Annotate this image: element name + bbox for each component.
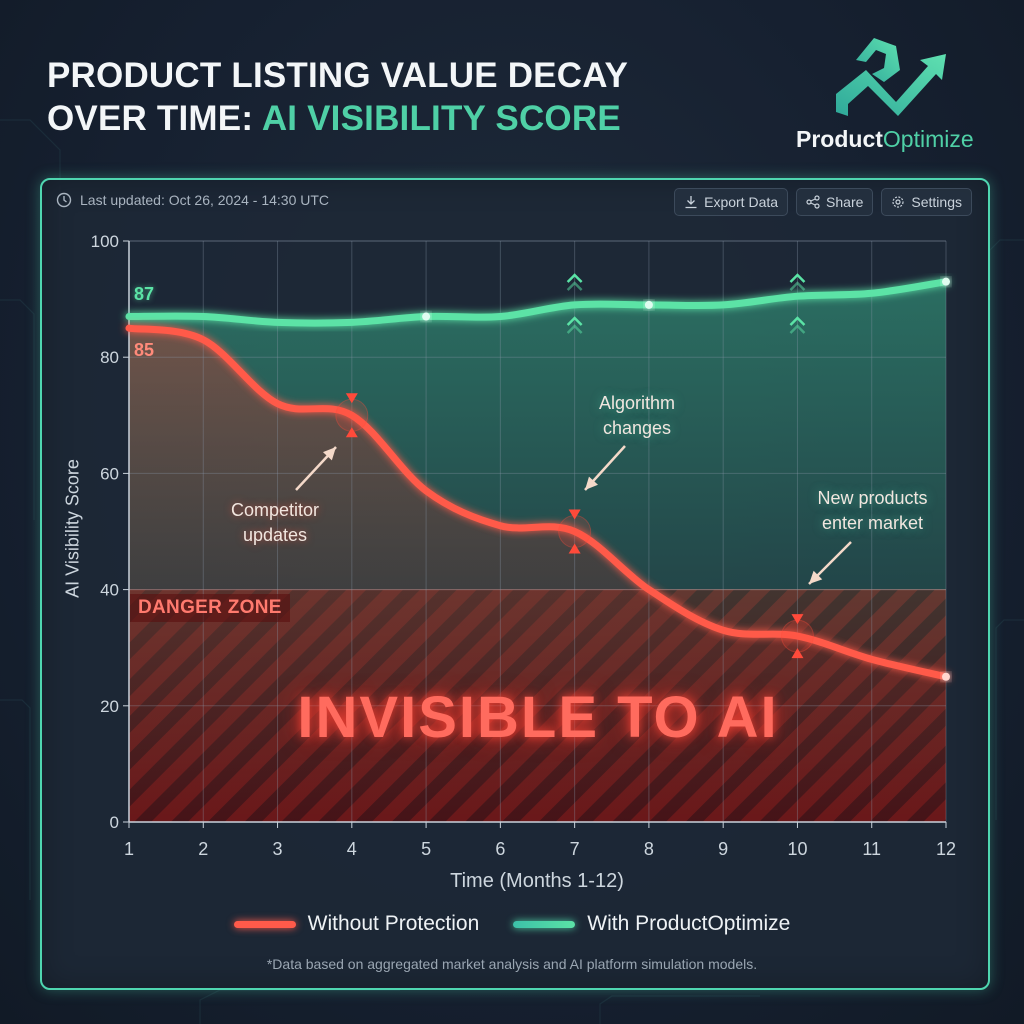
chart-arrow-up-logo-icon	[836, 38, 946, 116]
x-tick-label: 12	[936, 839, 956, 859]
sparkle-marker	[422, 312, 431, 321]
legend-swatch-green	[513, 920, 576, 928]
up-chevron-icon	[566, 273, 583, 283]
x-axis-label: Time (Months 1-12)	[450, 870, 624, 892]
page-title: PRODUCT LISTING VALUE DECAY OVER TIME: A…	[47, 54, 628, 140]
legend-swatch-red	[233, 920, 296, 928]
annotation-new-products: New products enter market	[817, 488, 928, 533]
legend-item-without-protection[interactable]: Without Protection	[233, 912, 479, 936]
event-marker	[335, 398, 369, 432]
x-tick-label: 7	[570, 839, 580, 859]
clock-icon	[56, 192, 72, 208]
toolbar-actions: Export Data Share Settings	[674, 188, 972, 216]
y-tick-label: 80	[100, 348, 119, 367]
last-updated: Last updated: Oct 26, 2024 - 14:30 UTC	[56, 192, 329, 208]
line-with-productoptimize	[125, 278, 950, 327]
y-tick-label: 100	[91, 232, 119, 251]
y-axis-label: AI Visibility Score	[62, 459, 83, 598]
x-tick-label: 3	[273, 839, 283, 859]
sparkle-marker	[942, 277, 950, 286]
share-icon	[806, 195, 820, 209]
y-tick-label: 60	[100, 464, 119, 483]
legend: Without Protection With ProductOptimize	[0, 912, 1024, 936]
annotation-competitor-updates: Competitor updates	[230, 500, 320, 545]
settings-button[interactable]: Settings	[881, 188, 972, 216]
gear-icon	[892, 196, 905, 208]
x-tick-label: 8	[644, 839, 654, 859]
title-line-1: PRODUCT LISTING VALUE DECAY	[47, 56, 629, 95]
event-marker	[558, 515, 592, 548]
x-tick-label: 11	[862, 839, 881, 859]
brand-logo: ProductOptimize	[796, 24, 986, 164]
brand-name: ProductOptimize	[796, 126, 974, 152]
title-line-2: OVER TIME: AI VISIBILITY SCORE	[47, 99, 621, 138]
annotation-algorithm-changes: Algorithm changes	[598, 393, 676, 438]
x-tick-label: 10	[787, 839, 807, 859]
line-without-protection	[125, 324, 950, 681]
x-tick-label: 4	[347, 839, 357, 859]
grid	[129, 240, 947, 822]
x-tick-label: 1	[124, 839, 134, 859]
legend-item-with-productoptimize[interactable]: With ProductOptimize	[513, 912, 790, 936]
invisible-to-ai-text: INVISIBLE TO AI	[297, 685, 779, 750]
up-chevron-icon	[789, 316, 806, 326]
title-accent: AI VISIBILITY SCORE	[261, 99, 621, 138]
x-tick-label: 2	[198, 839, 208, 859]
footnote: *Data based on aggregated market analysi…	[266, 956, 758, 972]
x-tick-label: 9	[718, 839, 728, 859]
start-label-with: 87	[134, 284, 155, 304]
danger-zone-label: DANGER ZONE	[130, 594, 290, 622]
y-tick-label: 40	[100, 581, 119, 600]
up-chevron-icon	[566, 316, 583, 326]
up-chevron-icon	[789, 273, 806, 283]
event-marker	[780, 619, 814, 653]
share-button[interactable]: Share	[796, 188, 874, 216]
start-label-without: 85	[134, 340, 155, 360]
y-tick-label: 0	[110, 813, 119, 832]
sparkle-marker	[644, 300, 653, 309]
x-tick-label: 6	[495, 839, 505, 859]
y-tick-label: 20	[100, 697, 119, 716]
last-updated-text: Last updated: Oct 26, 2024 - 14:30 UTC	[80, 192, 330, 208]
download-icon	[685, 196, 697, 209]
x-tick-label: 5	[421, 839, 431, 859]
event-markers	[295, 273, 950, 681]
export-data-button[interactable]: Export Data	[674, 188, 789, 216]
